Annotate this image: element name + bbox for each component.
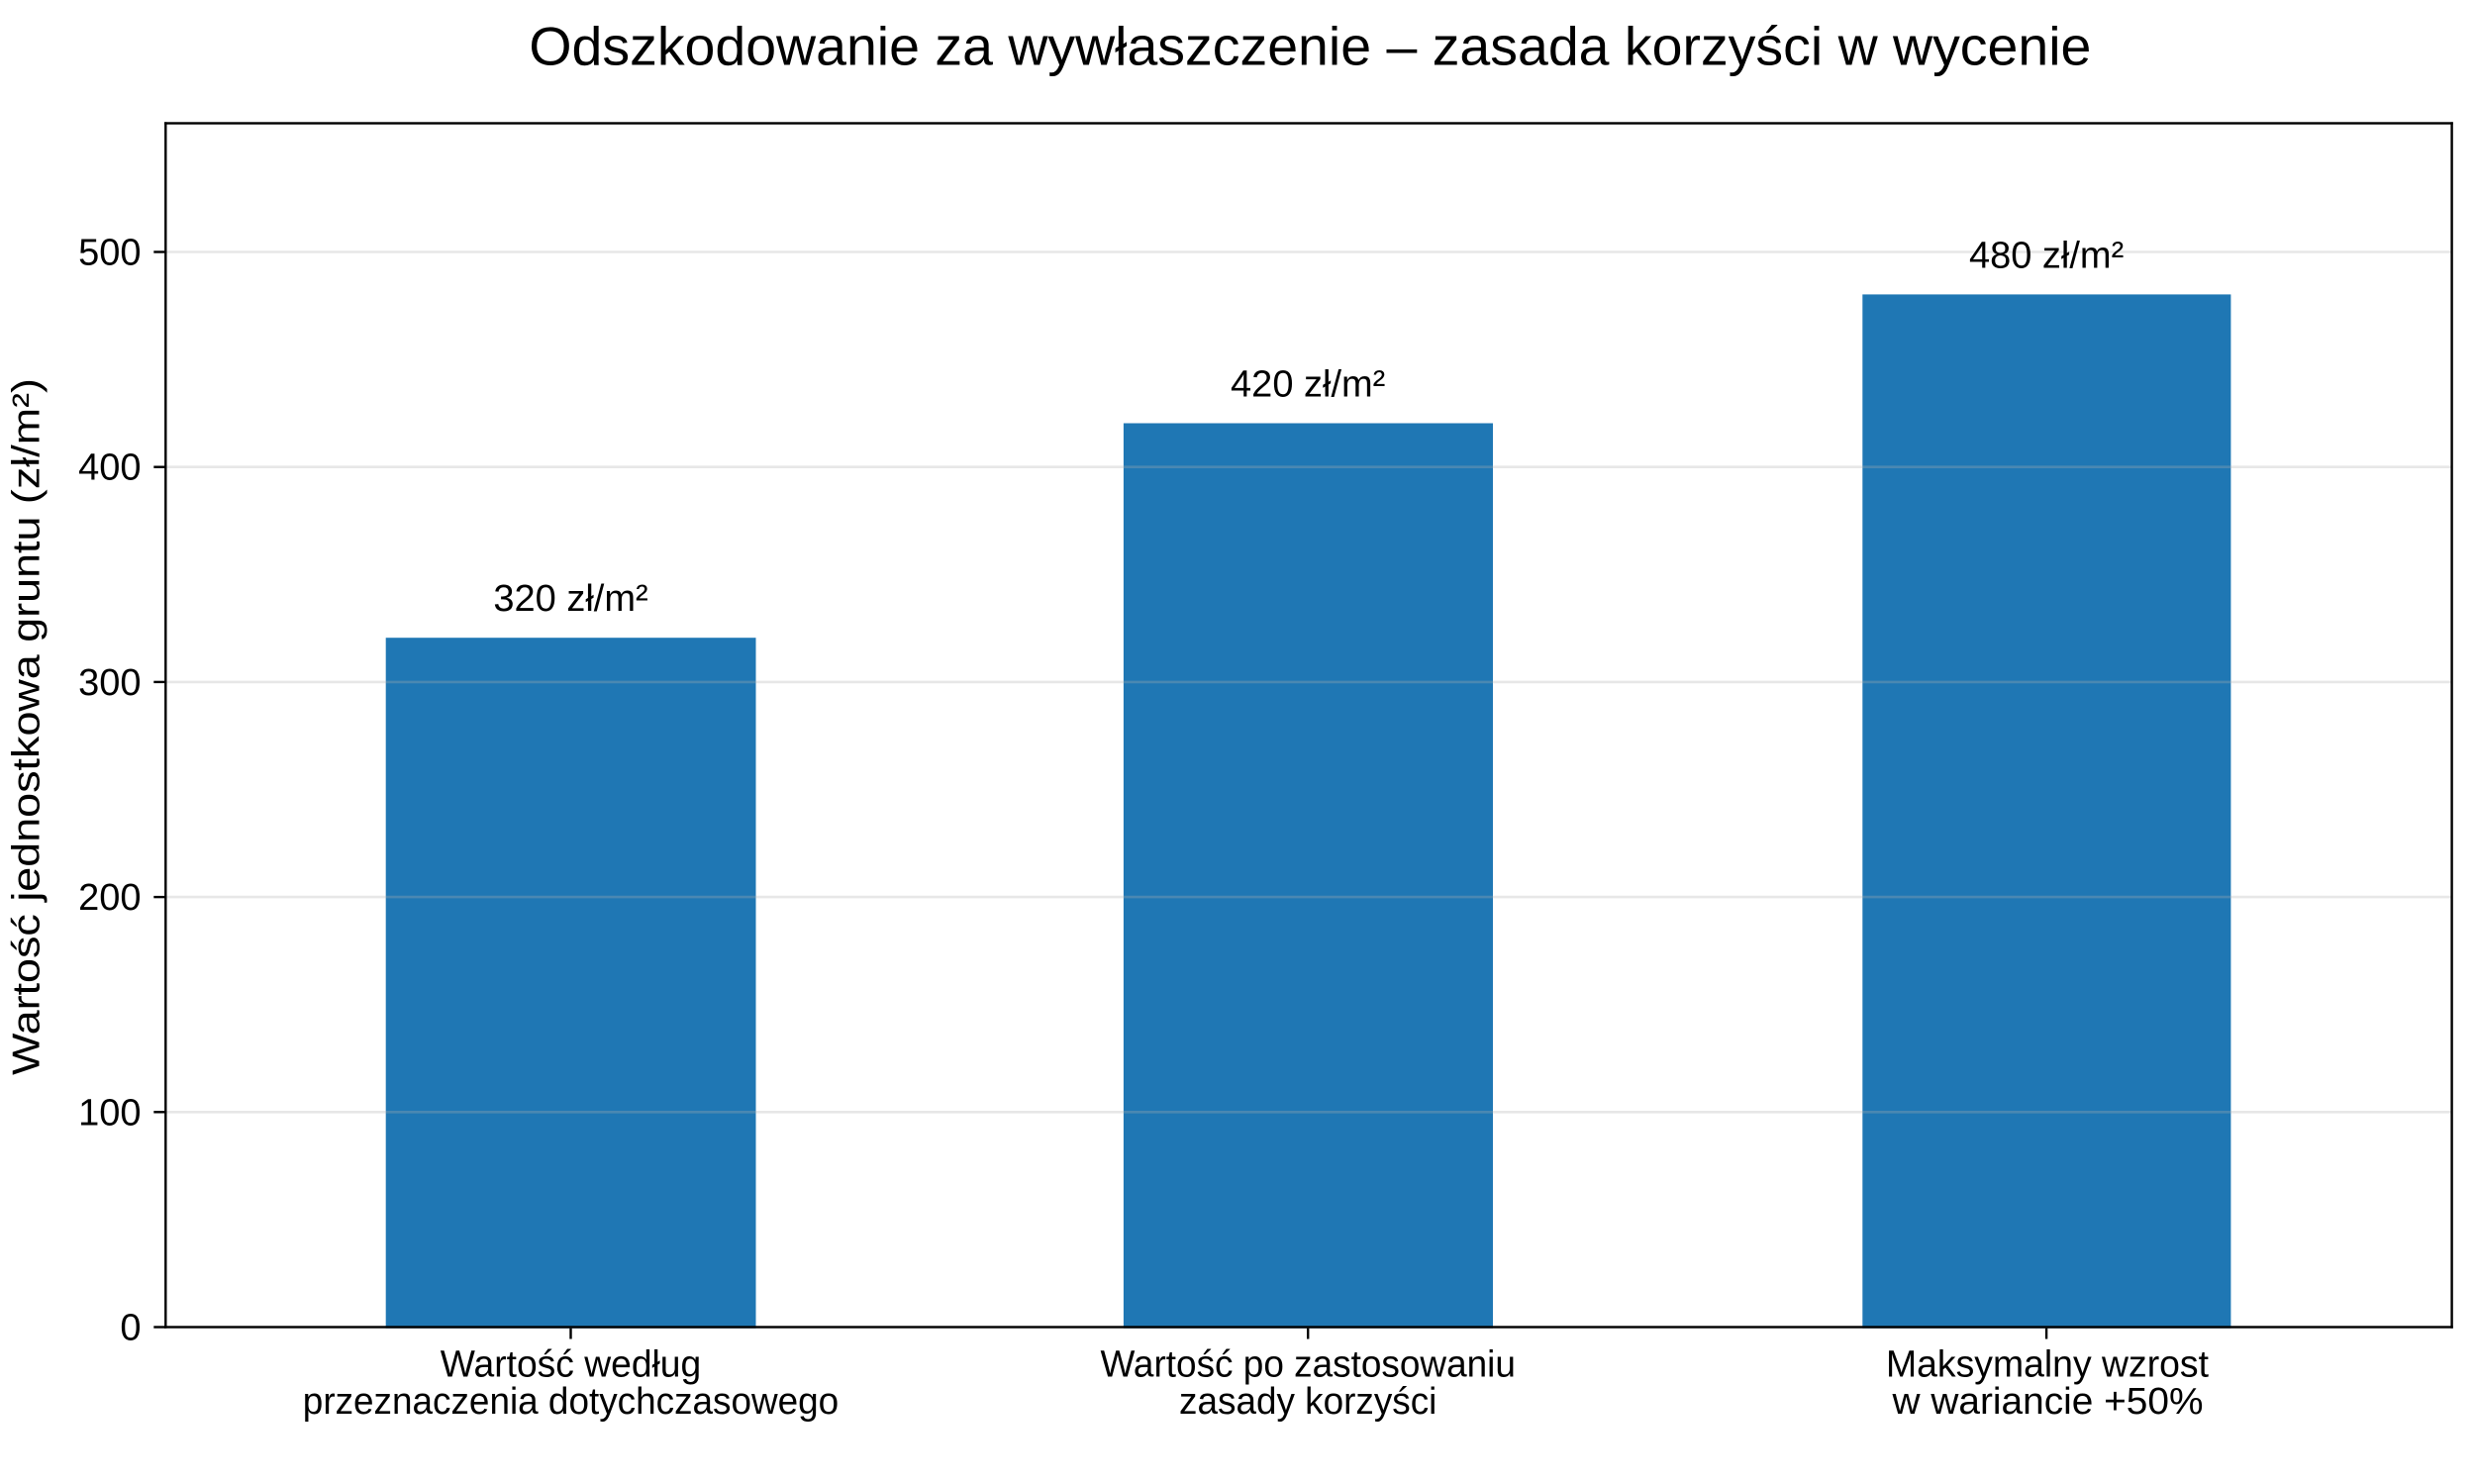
svg-text:500: 500 <box>78 233 141 274</box>
svg-text:Odszkodowanie za wywłaszczenie: Odszkodowanie za wywłaszczenie – zasada … <box>529 16 2091 77</box>
svg-text:100: 100 <box>78 1092 141 1134</box>
svg-text:200: 200 <box>78 877 141 919</box>
svg-text:420 zł/m²: 420 zł/m² <box>1231 363 1385 405</box>
svg-text:Wartość według: Wartość według <box>441 1343 701 1385</box>
svg-text:w wariancie +50%: w wariancie +50% <box>1891 1381 2203 1423</box>
svg-text:Wartość jednostkowa gruntu (zł: Wartość jednostkowa gruntu (zł/m²) <box>6 378 49 1075</box>
svg-text:480 zł/m²: 480 zł/m² <box>1969 235 2124 276</box>
svg-text:przeznaczenia dotychczasowego: przeznaczenia dotychczasowego <box>303 1381 839 1423</box>
svg-text:Maksymalny wzrost: Maksymalny wzrost <box>1886 1343 2209 1385</box>
svg-text:300: 300 <box>78 662 141 704</box>
svg-text:Wartość po zastosowaniu: Wartość po zastosowaniu <box>1100 1343 1516 1385</box>
svg-text:0: 0 <box>120 1308 141 1349</box>
svg-text:zasady korzyści: zasady korzyści <box>1179 1381 1436 1423</box>
svg-text:320 zł/m²: 320 zł/m² <box>493 578 647 620</box>
svg-text:400: 400 <box>78 447 141 489</box>
